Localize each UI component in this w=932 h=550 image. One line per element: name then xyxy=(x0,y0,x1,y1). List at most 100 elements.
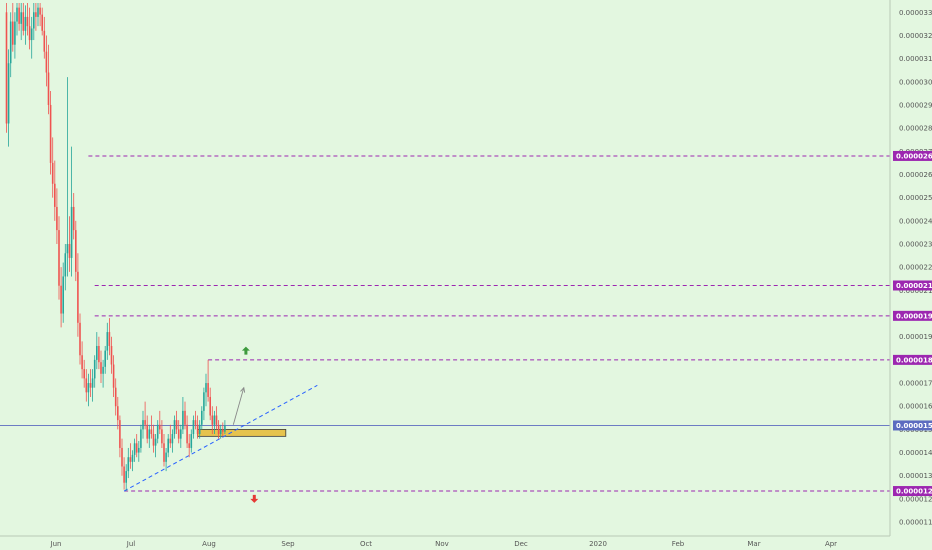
candle xyxy=(106,322,109,360)
time-tick-label: Oct xyxy=(360,540,372,548)
candle xyxy=(37,3,39,27)
candle xyxy=(156,420,159,444)
candle-body xyxy=(56,206,58,231)
candle-body xyxy=(47,72,50,105)
candle-body xyxy=(146,424,148,439)
price-tick-label: 0.00001900 xyxy=(899,333,932,341)
time-tick-label: 2020 xyxy=(589,540,607,548)
candle xyxy=(152,424,155,453)
candle-body xyxy=(211,415,214,425)
candle-body xyxy=(203,392,205,411)
candle-body xyxy=(173,420,176,435)
candle xyxy=(87,373,90,407)
price-tick-label: 0.00003100 xyxy=(899,55,932,63)
candle xyxy=(159,410,161,435)
candle xyxy=(62,262,64,323)
candle xyxy=(93,355,96,388)
candle xyxy=(219,424,222,439)
candle xyxy=(169,424,172,448)
candle xyxy=(56,188,58,245)
candle xyxy=(77,253,79,337)
level-price-tag xyxy=(893,280,932,291)
candle xyxy=(209,387,211,421)
price-tick-label: 0.00001400 xyxy=(899,449,932,457)
candle-body xyxy=(224,425,226,432)
candle xyxy=(201,406,203,430)
candle xyxy=(211,406,214,435)
time-axis[interactable]: Jun Jul Aug Sep Oct Nov Dec 2020 Feb Mar Apr xyxy=(50,540,838,548)
price-axis[interactable]: 0.00003300 0.00003200 0.00003100 0.00003000… xyxy=(893,9,932,527)
candle-body xyxy=(142,420,144,430)
candle-body xyxy=(114,387,117,407)
candle xyxy=(16,3,18,36)
candle xyxy=(85,369,88,402)
candle-body xyxy=(125,471,127,483)
candle xyxy=(24,5,27,45)
price-tick-label: 0.00001200 xyxy=(899,495,932,503)
time-tick-label: Feb xyxy=(672,540,685,548)
candle-body xyxy=(169,438,172,444)
plot-area xyxy=(0,3,890,503)
ascending-trendline[interactable] xyxy=(123,384,318,492)
candle-body xyxy=(150,429,153,435)
candle-body xyxy=(213,415,216,425)
candle-body xyxy=(131,454,134,462)
candle-body xyxy=(89,383,92,388)
level-price-tag xyxy=(893,310,932,321)
candle-body xyxy=(43,30,46,52)
candle-body xyxy=(104,350,106,367)
candle xyxy=(45,35,48,87)
candle-body xyxy=(165,452,167,462)
candle-body xyxy=(54,183,56,207)
candle xyxy=(64,244,67,291)
price-tick-label: 0.00002300 xyxy=(899,241,932,249)
price-tick-label: 0.00002200 xyxy=(899,264,932,272)
candle-body xyxy=(96,345,98,360)
candle-body xyxy=(49,104,52,163)
candle-body xyxy=(175,420,178,430)
price-tick-label: 0.00002800 xyxy=(899,125,932,133)
projection-arrow xyxy=(232,387,245,425)
price-tick-label: 0.00001300 xyxy=(899,472,932,480)
candle xyxy=(163,434,165,467)
candle xyxy=(173,415,176,439)
candle-body xyxy=(85,378,88,393)
candle xyxy=(192,415,195,439)
candle-body xyxy=(108,332,111,346)
candle-body xyxy=(135,443,138,453)
candle-body xyxy=(20,12,22,24)
time-tick-label: Jun xyxy=(50,540,62,548)
time-tick-label: Jul xyxy=(126,540,136,548)
support-zone[interactable] xyxy=(197,428,287,437)
candle xyxy=(5,3,8,133)
candle xyxy=(154,434,157,458)
candle-body xyxy=(161,429,163,444)
price-tick-label: 0.00003000 xyxy=(899,78,932,86)
candle-body xyxy=(180,429,182,439)
candle-body xyxy=(138,447,140,453)
candle xyxy=(68,216,71,272)
candle xyxy=(110,336,113,374)
candle-body xyxy=(219,429,222,435)
candle xyxy=(20,3,22,41)
candle xyxy=(207,359,209,402)
candle xyxy=(177,420,180,444)
candle xyxy=(12,3,14,52)
candle-body xyxy=(70,206,73,258)
candle-body xyxy=(207,383,209,397)
candle-body xyxy=(26,16,29,27)
candle-body xyxy=(28,26,31,41)
bullish-arrow-icon xyxy=(241,346,250,355)
candle-body xyxy=(24,16,27,31)
candle xyxy=(60,267,62,328)
candle xyxy=(98,336,100,370)
candle xyxy=(89,369,92,397)
candle-body xyxy=(35,12,37,17)
candle-body xyxy=(16,7,18,22)
candle-body xyxy=(58,230,60,286)
candle xyxy=(165,447,167,472)
candle xyxy=(121,438,123,476)
candle-body xyxy=(152,434,155,446)
candle-body xyxy=(194,420,197,425)
